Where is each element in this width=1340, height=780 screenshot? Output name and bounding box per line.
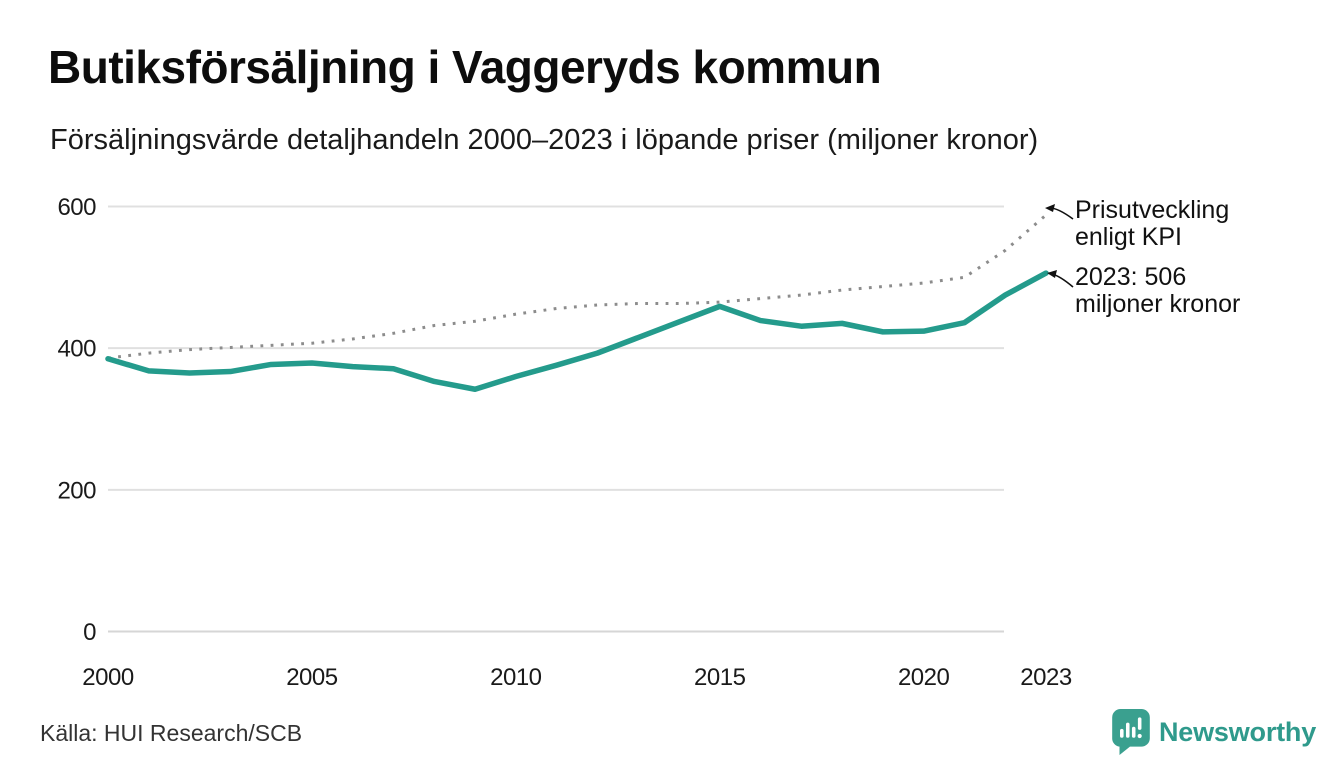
x-tick-label-2000: 2000 bbox=[82, 664, 134, 691]
sales-annotation-line2: miljoner kronor bbox=[1075, 290, 1241, 318]
sales-2023-annotation: 2023: 506 miljoner kronor bbox=[1075, 264, 1240, 318]
data-series bbox=[105, 213, 1049, 392]
gridlines bbox=[108, 205, 1004, 633]
kpi-dotted-line bbox=[107, 213, 1047, 360]
sales-line bbox=[105, 270, 1049, 392]
y-tick-label-0: 0 bbox=[83, 619, 96, 646]
kpi-annotation-line2: enligt KPI bbox=[1075, 223, 1183, 251]
kpi-annotation-line1: Prisutveckling bbox=[1075, 196, 1230, 224]
sales-annotation-arrow-icon bbox=[1047, 270, 1074, 288]
y-tick-label-600: 600 bbox=[57, 194, 96, 221]
newsworthy-logo: Newsworthy bbox=[1112, 709, 1316, 755]
x-tick-label-2023: 2023 bbox=[1020, 664, 1072, 691]
newsworthy-wordmark: Newsworthy bbox=[1159, 716, 1317, 747]
kpi-annotation-arrow-icon bbox=[1045, 204, 1074, 220]
x-tick-label-2020: 2020 bbox=[898, 664, 950, 691]
y-tick-label-200: 200 bbox=[57, 477, 96, 504]
y-axis-labels: 0 200 400 600 bbox=[57, 194, 96, 646]
x-axis-labels: 2000 2005 2010 2015 2020 2023 bbox=[82, 664, 1072, 691]
chart-subtitle: Försäljningsvärde detaljhandeln 2000–202… bbox=[50, 124, 1039, 156]
source-text: Källa: HUI Research/SCB bbox=[40, 720, 303, 746]
chart-title: Butiksförsäljning i Vaggeryds kommun bbox=[48, 41, 882, 93]
kpi-annotation: Prisutveckling enligt KPI bbox=[1075, 197, 1229, 251]
x-tick-label-2005: 2005 bbox=[286, 664, 338, 691]
y-tick-label-400: 400 bbox=[57, 336, 96, 363]
x-tick-label-2015: 2015 bbox=[694, 664, 746, 691]
x-tick-label-2010: 2010 bbox=[490, 664, 542, 691]
newsworthy-icon bbox=[1112, 709, 1150, 755]
sales-annotation-line1: 2023: 506 bbox=[1075, 263, 1187, 291]
